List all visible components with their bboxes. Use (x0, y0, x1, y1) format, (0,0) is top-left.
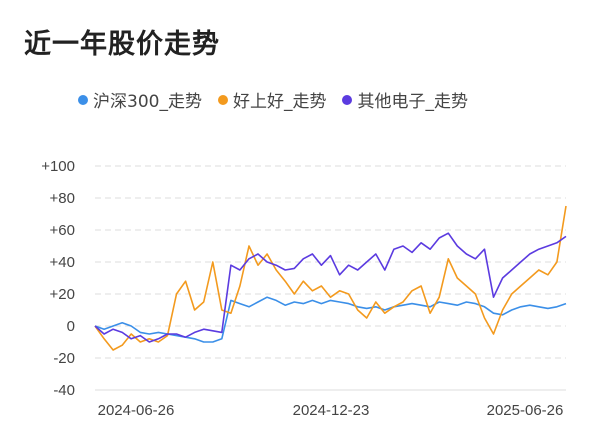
legend-dot-other-electronics (342, 94, 353, 105)
legend: 沪深300_走势 好上好_走势 其他电子_走势 (78, 87, 468, 112)
legend-label-haoshanghao: 好上好_走势 (232, 92, 327, 112)
legend-item-haoshanghao[interactable]: 好上好_走势 (217, 87, 327, 112)
legend-dot-haoshanghao (217, 94, 228, 105)
x-tick-label: 2024-06-26 (98, 402, 175, 419)
y-tick-label: -40 (53, 382, 75, 399)
legend-item-csi300[interactable]: 沪深300_走势 (78, 87, 202, 112)
legend-label-csi300: 沪深300_走势 (93, 92, 202, 112)
y-tick-label: +20 (50, 286, 75, 303)
legend-dot-csi300 (78, 94, 88, 105)
y-tick-label: 0 (67, 318, 75, 335)
y-tick-label: +40 (50, 254, 75, 271)
x-tick-label: 2025-06-26 (487, 402, 564, 419)
legend-item-other-electronics[interactable]: 其他电子_走势 (342, 87, 468, 112)
y-tick-label: +80 (50, 190, 75, 207)
x-tick-label: 2024-12-23 (293, 402, 370, 419)
series-line-0 (94, 296, 567, 343)
series-line-2 (94, 232, 567, 343)
y-tick-label: +100 (41, 158, 75, 175)
legend-label-other-electronics: 其他电子_走势 (357, 92, 468, 112)
series-line-1 (94, 205, 567, 351)
chart-title: 近一年股价走势 (24, 29, 220, 60)
y-tick-label: +60 (50, 222, 75, 239)
y-tick-label: -20 (53, 350, 75, 367)
